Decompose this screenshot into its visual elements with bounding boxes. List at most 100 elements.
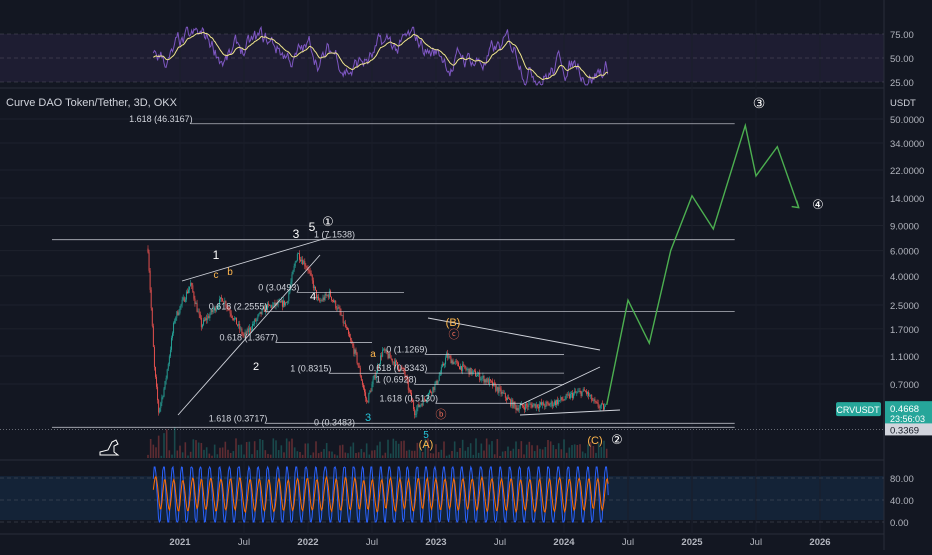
wave-label: 4 bbox=[310, 291, 316, 303]
candle-body bbox=[295, 260, 297, 263]
candle-body bbox=[173, 322, 175, 334]
volume-bar bbox=[592, 446, 595, 458]
candle-body bbox=[221, 297, 223, 299]
candle-body bbox=[393, 361, 395, 366]
candle-body bbox=[161, 397, 163, 403]
volume-bar bbox=[339, 445, 341, 458]
fib-level-label: 0.618 (0.8343) bbox=[369, 363, 428, 373]
volume-bar bbox=[587, 444, 589, 458]
volume-bar bbox=[461, 439, 464, 458]
volume-bar bbox=[211, 455, 213, 458]
volume-bar bbox=[432, 453, 435, 458]
symbol-tag-bg bbox=[836, 402, 881, 417]
candle-body bbox=[224, 301, 226, 303]
candle-body bbox=[236, 317, 237, 325]
volume-bar bbox=[379, 441, 381, 458]
candle-body bbox=[521, 403, 523, 407]
candle-body bbox=[213, 307, 215, 311]
volume-bar bbox=[557, 443, 560, 458]
low-price-value: 0.3369 bbox=[890, 425, 919, 436]
candle-body bbox=[235, 317, 236, 319]
candle-body bbox=[421, 404, 423, 406]
candle-body bbox=[360, 376, 362, 381]
candle-body bbox=[241, 328, 243, 334]
candle-body bbox=[158, 400, 160, 413]
volume-bar bbox=[221, 447, 224, 458]
candle-body bbox=[193, 291, 195, 299]
candle-body bbox=[306, 267, 308, 269]
candle-body bbox=[457, 362, 459, 367]
candle-body bbox=[237, 324, 239, 326]
candle-body bbox=[594, 399, 596, 402]
candle-body bbox=[530, 403, 532, 405]
trend-line bbox=[427, 317, 601, 351]
time-tick-label: 2021 bbox=[169, 537, 191, 548]
volume-bar bbox=[208, 453, 211, 458]
candle-body bbox=[459, 366, 460, 370]
candle-body bbox=[452, 360, 454, 365]
candle-body bbox=[198, 311, 200, 315]
wave-label: a bbox=[370, 349, 376, 360]
candle-body bbox=[182, 297, 184, 300]
price-tick-label: 1.7000 bbox=[890, 325, 919, 336]
candle-body bbox=[204, 319, 205, 321]
candle-body bbox=[470, 367, 472, 375]
candle-body bbox=[327, 294, 329, 298]
wave-label: (A) bbox=[419, 439, 434, 451]
candle-body bbox=[375, 372, 377, 379]
candle-body bbox=[567, 394, 569, 396]
candle-body bbox=[441, 363, 443, 367]
volume-bar bbox=[304, 443, 307, 458]
trend-line bbox=[519, 366, 601, 406]
candle-body bbox=[498, 387, 500, 393]
price-tick-label: 34.0000 bbox=[890, 139, 924, 150]
wave-label: c bbox=[214, 270, 219, 281]
candle-body bbox=[183, 297, 185, 302]
rsi-ma-line bbox=[153, 31, 608, 81]
time-tick-label: Jul bbox=[366, 537, 378, 548]
candle-body bbox=[180, 304, 182, 307]
volume-bar bbox=[443, 441, 445, 458]
candle-body bbox=[573, 393, 575, 398]
candle-body bbox=[495, 384, 497, 391]
volume-bar bbox=[424, 438, 427, 458]
candle-body bbox=[265, 305, 267, 311]
volume-bar bbox=[475, 438, 477, 458]
candle-body bbox=[150, 289, 152, 309]
candle-body bbox=[431, 392, 433, 394]
candle-body bbox=[194, 298, 196, 305]
candle-body bbox=[334, 300, 336, 303]
candle-body bbox=[386, 350, 388, 354]
candle-body bbox=[195, 303, 197, 305]
candle-body bbox=[516, 407, 518, 411]
candle-body bbox=[320, 300, 322, 302]
volume-bar bbox=[509, 450, 512, 458]
candle-body bbox=[492, 381, 493, 387]
candle-body bbox=[285, 302, 287, 306]
candle-body bbox=[501, 391, 503, 394]
candle-body bbox=[587, 391, 588, 394]
volume-bar bbox=[416, 442, 419, 458]
rsi-tick-label: 50.00 bbox=[890, 54, 914, 65]
volume-bar bbox=[408, 449, 411, 458]
volume-bar bbox=[237, 444, 240, 458]
candle-body bbox=[370, 390, 372, 392]
volume-bar bbox=[344, 452, 347, 458]
time-tick-label: Jul bbox=[238, 537, 250, 548]
candle-body bbox=[302, 259, 304, 265]
volume-bar bbox=[429, 453, 432, 458]
volume-bar bbox=[515, 441, 517, 458]
volume-bar bbox=[589, 441, 592, 458]
candle-body bbox=[581, 391, 583, 397]
volume-bar bbox=[605, 448, 608, 458]
candle-body bbox=[415, 413, 417, 416]
candle-body bbox=[412, 400, 413, 403]
candle-body bbox=[566, 394, 568, 396]
candle-body bbox=[353, 346, 355, 354]
candle-body bbox=[400, 367, 402, 371]
candle-body bbox=[449, 356, 451, 357]
candle-body bbox=[464, 365, 466, 368]
candle-body bbox=[217, 306, 219, 308]
